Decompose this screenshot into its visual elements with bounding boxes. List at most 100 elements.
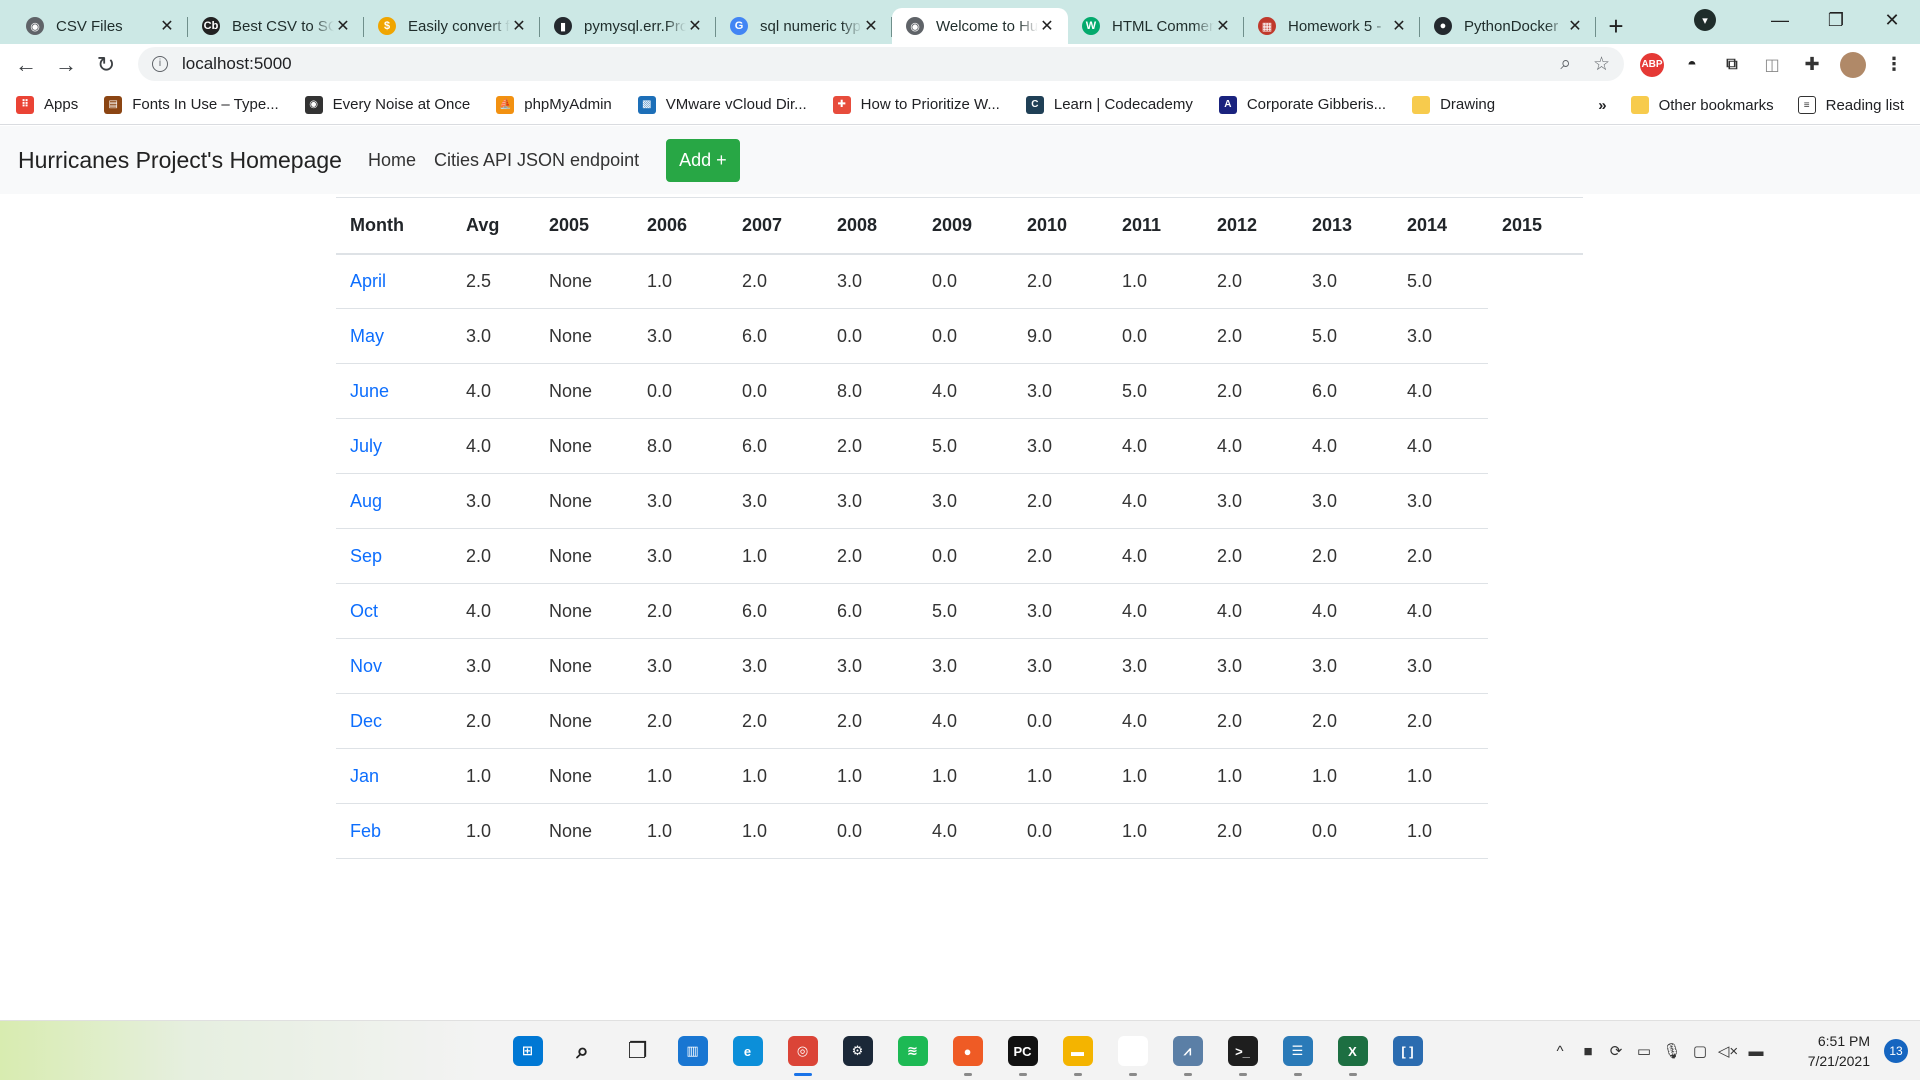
copy-ext-icon[interactable]: ⧉ — [1726, 55, 1738, 73]
month-link[interactable]: Sep — [336, 528, 452, 584]
column-header[interactable]: 2005 — [535, 197, 633, 255]
nav-link-home[interactable]: Home — [367, 149, 416, 170]
address-bar[interactable]: i localhost:5000 ⌕ ☆ — [138, 47, 1624, 81]
tray-sync-icon[interactable]: ⟳ — [1609, 1043, 1623, 1060]
bookmark-item[interactable]: ◉ Every Noise at Once — [304, 95, 470, 114]
taskbar-app[interactable]: ☰ — [1270, 1021, 1325, 1080]
forward-icon[interactable]: → — [55, 51, 77, 77]
bookmark-item[interactable]: ⛵ phpMyAdmin — [496, 95, 612, 114]
browser-tab[interactable]: ● PythonDocker ✕ — [1420, 8, 1596, 44]
back-icon[interactable]: ← — [15, 51, 37, 77]
column-header[interactable]: 2014 — [1393, 197, 1488, 255]
incognito-ext-icon[interactable]: ◓ — [1687, 55, 1697, 73]
tab-close-icon[interactable]: ✕ — [864, 18, 878, 35]
column-header[interactable]: 2015 — [1488, 197, 1583, 255]
month-link[interactable]: May — [336, 308, 452, 364]
column-header[interactable]: 2006 — [633, 197, 728, 255]
browser-tab[interactable]: ◉ CSV Files ✕ — [12, 8, 188, 44]
reading-list[interactable]: ≡ Reading list — [1797, 96, 1904, 114]
taskbar-app[interactable]: >_ — [1215, 1021, 1270, 1080]
bookmarks-overflow-icon[interactable]: » — [1598, 96, 1607, 114]
month-link[interactable]: Jan — [336, 748, 452, 804]
taskbar-app[interactable]: ▥ — [665, 1021, 720, 1080]
menu-kebab-icon[interactable]: ⋮ — [1885, 54, 1903, 74]
new-tab-button[interactable]: + — [1608, 10, 1624, 41]
taskbar-app[interactable]: ● — [940, 1021, 995, 1080]
taskbar-app[interactable]: PC — [995, 1021, 1050, 1080]
taskbar-app[interactable]: ❐ — [610, 1021, 665, 1080]
other-bookmarks[interactable]: Other bookmarks — [1630, 96, 1774, 114]
address-url[interactable]: localhost:5000 — [182, 54, 292, 73]
tab-close-icon[interactable]: ✕ — [512, 18, 526, 35]
navbar-brand[interactable]: Hurricanes Project's Homepage — [18, 146, 342, 173]
add-button[interactable]: Add + — [666, 138, 740, 182]
month-link[interactable]: Nov — [336, 638, 452, 694]
clock[interactable]: 6:51 PM 7/21/2021 — [1780, 1031, 1870, 1071]
taskbar-app[interactable] — [1105, 1021, 1160, 1080]
column-header[interactable]: 2011 — [1108, 197, 1203, 255]
bookmark-star-icon[interactable]: ☆ — [1592, 53, 1610, 75]
column-header[interactable]: 2009 — [918, 197, 1013, 255]
taskbar-app[interactable]: ◎ — [775, 1021, 830, 1080]
bookmark-item[interactable]: Drawing — [1412, 95, 1495, 114]
column-header[interactable]: 2008 — [823, 197, 918, 255]
month-link[interactable]: Feb — [336, 803, 452, 859]
bookmark-item[interactable]: C Learn | Codecademy — [1025, 95, 1193, 114]
bookmark-item[interactable]: ▤ Fonts In Use – Type... — [104, 95, 279, 114]
microphone-icon[interactable]: 🎙 — [1662, 1043, 1682, 1060]
column-header[interactable]: 2012 — [1203, 197, 1298, 255]
network-icon[interactable]: ▢ — [1692, 1043, 1708, 1060]
reload-icon[interactable]: ↻ — [96, 51, 116, 77]
volume-muted-icon[interactable]: ◁× — [1717, 1043, 1739, 1060]
adblock-icon[interactable]: ABP — [1640, 52, 1664, 77]
profile-avatar[interactable] — [1840, 51, 1866, 78]
tray-chevron-icon[interactable]: ^ — [1556, 1042, 1564, 1060]
bookmark-item[interactable]: A Corporate Gibberis... — [1218, 95, 1386, 114]
taskbar-app[interactable]: ▬ — [1050, 1021, 1105, 1080]
tray-card-icon[interactable]: ▭ — [1636, 1043, 1652, 1060]
taskbar-app[interactable]: ⊞ — [500, 1021, 555, 1080]
browser-tab[interactable]: ▦ Homework 5 - ✕ — [1244, 8, 1420, 44]
tab-close-icon[interactable]: ✕ — [336, 18, 350, 35]
tab-close-icon[interactable]: ✕ — [688, 18, 702, 35]
minimize-button[interactable]: — — [1771, 9, 1789, 30]
nav-link-cities-api[interactable]: Cities API JSON endpoint — [434, 149, 640, 170]
tab-close-icon[interactable]: ✕ — [1568, 18, 1582, 35]
extensions-puzzle-icon[interactable]: ✚ — [1804, 54, 1820, 74]
bookmark-item[interactable]: ▩ VMware vCloud Dir... — [637, 95, 807, 114]
taskbar-app[interactable]: ⌕ — [555, 1021, 610, 1080]
taskbar-app[interactable]: ⚙ — [830, 1021, 885, 1080]
month-link[interactable]: April — [336, 253, 452, 309]
taskbar-app[interactable]: ≋ — [885, 1021, 940, 1080]
browser-tab[interactable]: ▮ pymysql.err.ProgrammingError✕ — [540, 8, 716, 44]
month-link[interactable]: Oct — [336, 583, 452, 639]
month-link[interactable]: July — [336, 418, 452, 474]
taskbar-app[interactable]: [ ] — [1380, 1021, 1435, 1080]
camera-ext-icon[interactable]: ◫ — [1764, 56, 1780, 74]
column-header[interactable]: 2007 — [728, 197, 823, 255]
notification-badge[interactable]: 13 — [1884, 1039, 1908, 1063]
bookmark-item[interactable]: ✚ How to Prioritize W... — [832, 95, 1000, 114]
month-link[interactable]: June — [336, 363, 452, 419]
browser-tab[interactable]: $ Easily convert files✕ — [364, 8, 540, 44]
taskbar-app[interactable]: e — [720, 1021, 775, 1080]
tab-close-icon[interactable]: ✕ — [1216, 18, 1230, 35]
bookmark-item[interactable]: ⠿ Apps — [16, 95, 78, 114]
column-header[interactable]: 2013 — [1298, 197, 1393, 255]
tab-close-icon[interactable]: ✕ — [1392, 18, 1406, 35]
column-header[interactable]: 2010 — [1013, 197, 1108, 255]
tab-close-icon[interactable]: ✕ — [1040, 18, 1054, 35]
tray-app-icon[interactable]: ■ — [1583, 1042, 1593, 1060]
tab-search-icon[interactable]: ▾ — [1694, 9, 1716, 31]
tab-close-icon[interactable]: ✕ — [160, 18, 174, 35]
zoom-icon[interactable]: ⌕ — [1560, 53, 1571, 74]
taskbar-app[interactable]: X — [1325, 1021, 1380, 1080]
browser-tab[interactable]: W HTML Comments✕ — [1068, 8, 1244, 44]
close-window-button[interactable]: ✕ — [1884, 9, 1900, 30]
browser-tab[interactable]: Cb Best CSV to SQL✕ — [188, 8, 364, 44]
browser-tab[interactable]: ◉ Welcome to Hurricanes✕ — [892, 8, 1068, 44]
battery-icon[interactable]: ▬ — [1748, 1042, 1764, 1060]
column-header[interactable]: Month — [336, 197, 452, 255]
restore-button[interactable]: ❐ — [1827, 9, 1845, 30]
